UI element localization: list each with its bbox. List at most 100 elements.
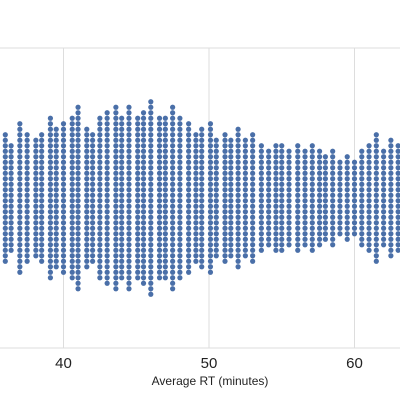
data-point — [207, 253, 214, 259]
data-point — [273, 187, 279, 193]
data-point — [337, 209, 343, 215]
data-point — [47, 154, 54, 160]
data-point — [17, 231, 23, 237]
data-point — [119, 231, 125, 237]
data-point — [60, 198, 67, 204]
data-point — [148, 231, 154, 237]
data-point — [250, 231, 256, 237]
data-point — [162, 154, 168, 160]
data-point — [156, 225, 163, 231]
data-point — [286, 214, 292, 220]
data-point — [84, 148, 90, 154]
data-point — [2, 225, 8, 231]
data-point — [97, 225, 103, 231]
data-point — [119, 258, 125, 264]
data-point — [177, 148, 183, 154]
data-point — [97, 121, 103, 127]
data-point — [242, 247, 248, 253]
data-point — [330, 203, 336, 209]
data-point — [273, 143, 279, 149]
data-point — [366, 181, 372, 187]
data-point — [395, 247, 400, 253]
data-point — [213, 159, 219, 165]
data-point — [199, 137, 205, 143]
data-point — [33, 148, 39, 154]
data-point — [47, 203, 54, 209]
data-point — [84, 203, 90, 209]
data-point — [170, 132, 176, 138]
data-point — [316, 236, 323, 242]
data-point — [8, 170, 14, 176]
data-point — [193, 209, 199, 215]
data-point — [39, 220, 45, 226]
data-point — [119, 214, 125, 220]
data-point — [177, 264, 183, 270]
data-point — [126, 126, 132, 132]
data-point — [162, 253, 168, 259]
data-point — [170, 110, 176, 116]
data-point — [330, 192, 336, 198]
data-point — [84, 198, 90, 204]
data-point — [344, 192, 350, 198]
data-point — [162, 242, 168, 248]
data-point — [119, 126, 125, 132]
data-point — [170, 165, 176, 171]
data-point — [309, 225, 315, 231]
data-point — [75, 242, 81, 248]
data-point — [316, 192, 323, 198]
data-point — [97, 126, 103, 132]
x-tick-label-50: 50 — [201, 355, 218, 372]
data-point — [373, 247, 379, 253]
data-point — [113, 143, 119, 149]
data-point — [2, 154, 8, 160]
data-point — [140, 187, 147, 193]
data-point — [186, 148, 192, 154]
data-point — [90, 143, 96, 149]
data-point — [316, 187, 323, 193]
data-point — [84, 225, 90, 231]
data-point — [104, 209, 110, 215]
data-point — [213, 203, 219, 209]
data-point — [2, 203, 8, 209]
data-point — [193, 258, 199, 264]
data-point — [162, 121, 168, 127]
data-point — [126, 242, 132, 248]
data-point — [207, 148, 214, 154]
data-point — [388, 192, 394, 198]
data-point — [330, 165, 336, 171]
data-point — [373, 143, 379, 149]
data-point — [69, 220, 75, 226]
data-point — [97, 170, 103, 176]
data-point — [97, 242, 103, 248]
data-point — [186, 225, 192, 231]
data-point — [381, 148, 387, 154]
data-point — [258, 203, 264, 209]
data-point — [90, 209, 96, 215]
data-point — [381, 176, 387, 182]
data-point — [286, 231, 292, 237]
data-point — [47, 148, 54, 154]
data-point — [309, 198, 315, 204]
data-point — [119, 253, 125, 259]
data-point — [395, 214, 400, 220]
data-point — [222, 181, 228, 187]
data-point — [24, 181, 30, 187]
data-point — [148, 170, 154, 176]
data-point — [17, 242, 23, 248]
data-point — [39, 165, 45, 171]
data-point — [148, 137, 154, 143]
data-point — [119, 275, 125, 281]
data-point — [75, 269, 81, 275]
data-point — [213, 181, 219, 187]
data-point — [373, 253, 379, 259]
data-point — [279, 176, 285, 182]
data-point — [316, 159, 323, 165]
data-point — [2, 165, 8, 171]
data-point — [351, 176, 358, 182]
data-point — [8, 192, 14, 198]
data-point — [258, 236, 264, 242]
data-point — [17, 269, 23, 275]
data-point — [295, 176, 301, 182]
data-point — [316, 198, 323, 204]
data-point — [207, 264, 214, 270]
